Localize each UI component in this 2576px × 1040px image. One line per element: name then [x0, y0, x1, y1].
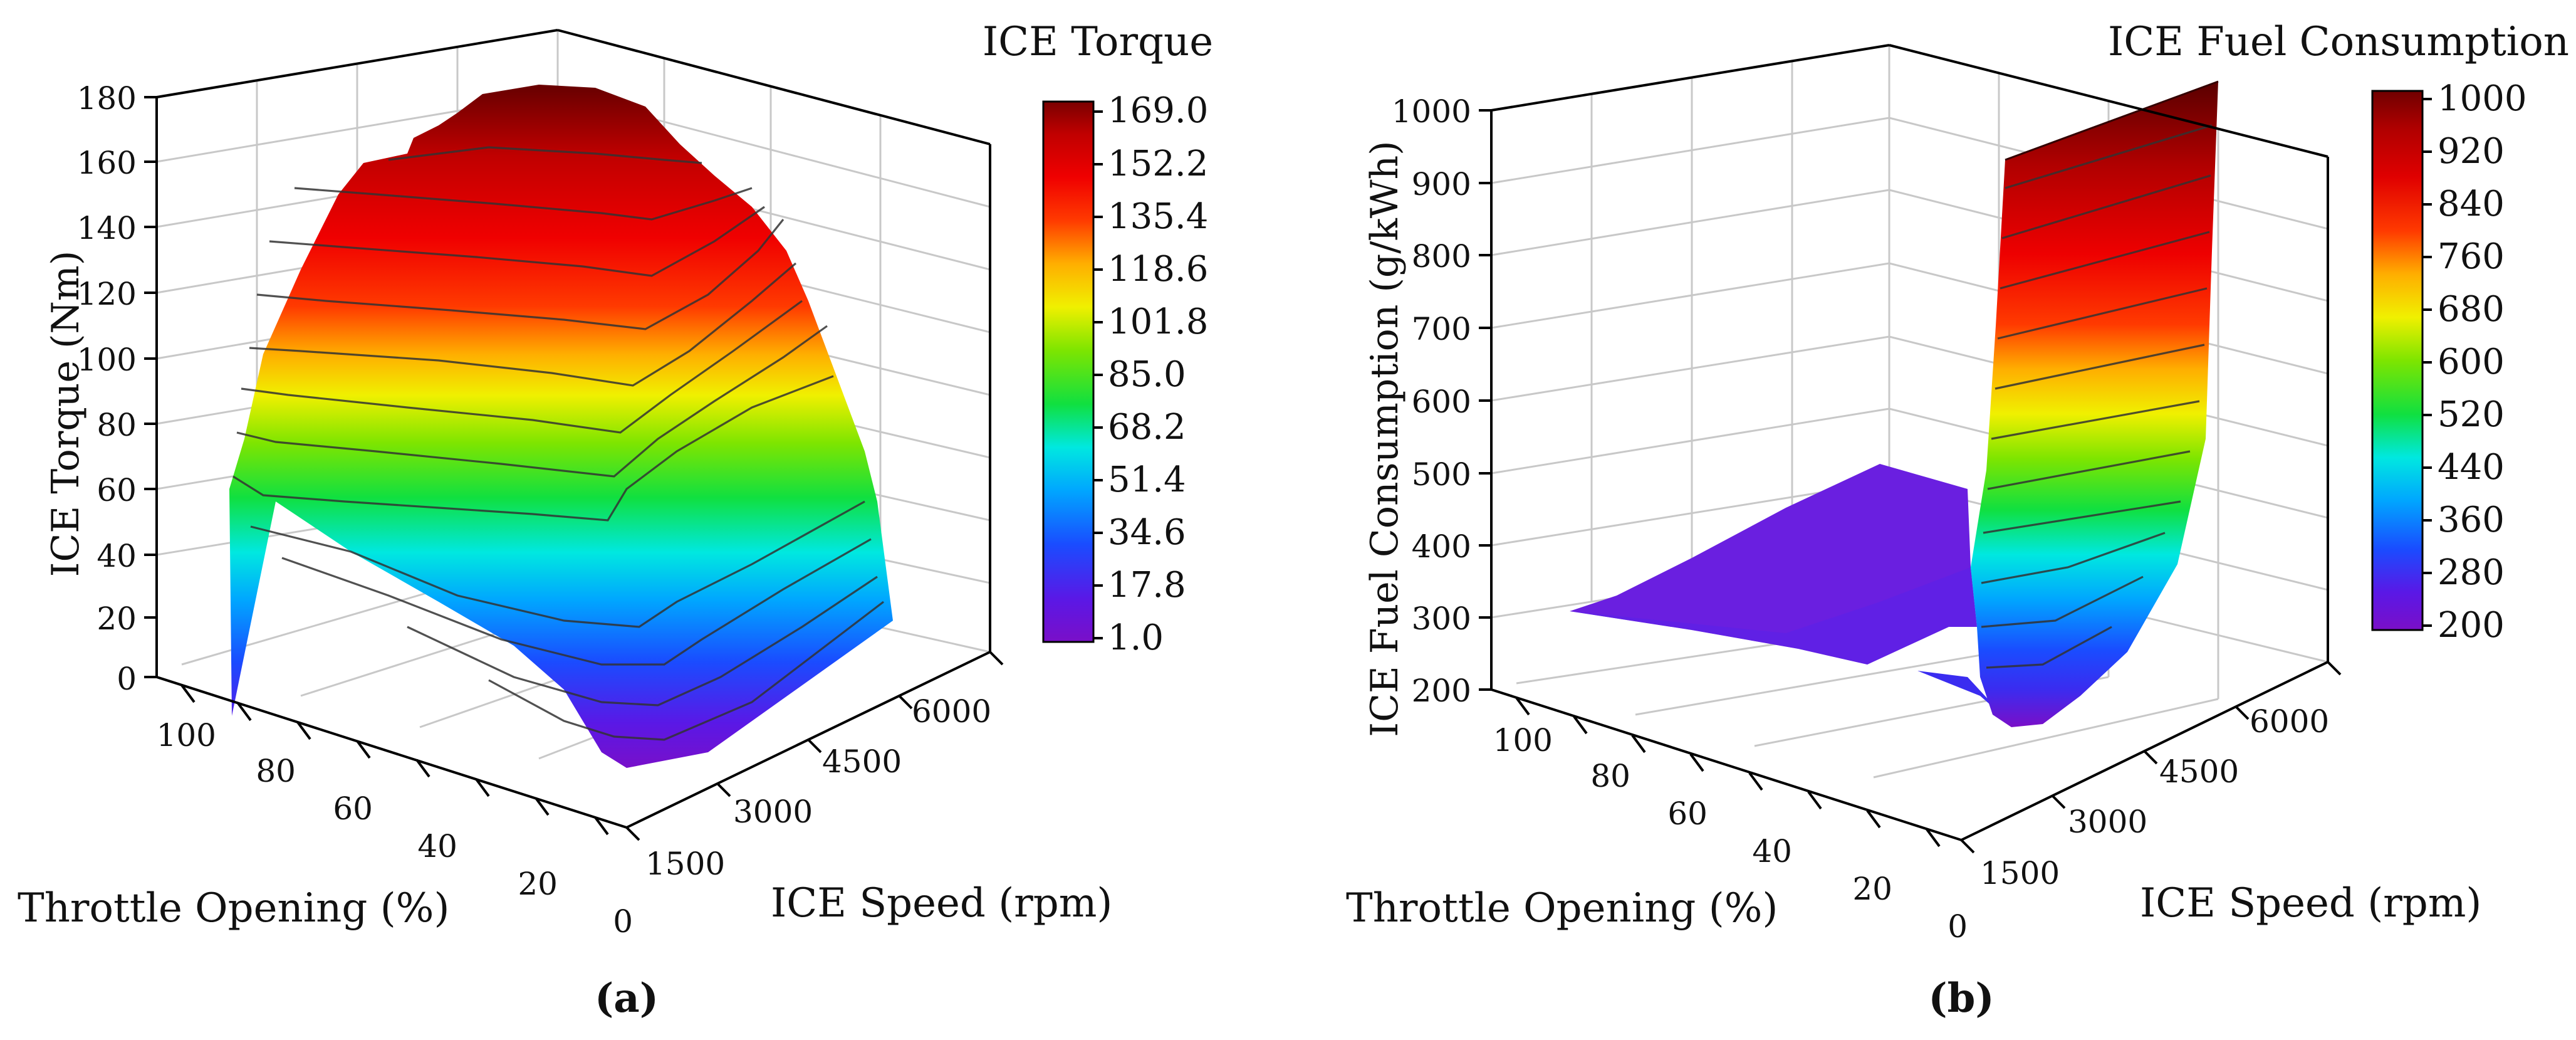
- surface-a: [229, 85, 893, 768]
- colorbar-label: 440: [2438, 447, 2505, 488]
- z-tick-label: 140: [77, 210, 137, 246]
- x-tick-label: 0: [613, 903, 633, 940]
- y-tick-label: 6000: [2250, 703, 2329, 740]
- x-tick-label: 0: [1948, 908, 1968, 945]
- z-ticks-a: 0 20 40 60 80 100 120 140 160 180: [77, 80, 157, 697]
- colorbar-b: ICE Fuel Consumption 1000 920 840 760 68…: [2108, 19, 2569, 646]
- panel-label: (b): [1928, 975, 1994, 1022]
- z-tick-label: 180: [77, 80, 137, 117]
- x-ticks-a: 100 80 60 40 20 0: [157, 684, 633, 940]
- chart-title: ICE Torque: [983, 19, 1213, 65]
- colorbar-label: 51.4: [1108, 460, 1186, 500]
- z-axis-title: ICE Fuel Consumption (g/kWh): [1363, 140, 1407, 737]
- z-tick-label: 80: [96, 407, 137, 443]
- x-axis-title: Throttle Opening (%): [18, 885, 449, 932]
- z-tick-label: 600: [1412, 384, 1471, 420]
- x-tick-label: 60: [1667, 796, 1708, 832]
- x-axis-title: Throttle Opening (%): [1346, 885, 1778, 932]
- x-tick-label: 100: [157, 717, 216, 754]
- colorbar-label: 840: [2438, 184, 2505, 224]
- colorbar-label: 200: [2438, 605, 2505, 646]
- z-tick-label: 500: [1412, 456, 1471, 493]
- z-tick-label: 700: [1412, 311, 1471, 347]
- colorbar-label: 680: [2438, 289, 2505, 330]
- colorbar: [1042, 100, 1095, 643]
- z-tick-label: 800: [1412, 238, 1471, 275]
- colorbar-label: 1000: [2438, 78, 2527, 119]
- colorbar-label: 101.8: [1108, 302, 1208, 342]
- z-tick-label: 400: [1412, 528, 1471, 565]
- colorbar-label: 280: [2438, 552, 2505, 593]
- x-tick-label: 60: [333, 791, 373, 827]
- y-tick-label: 3000: [2068, 804, 2147, 840]
- colorbar: [2371, 90, 2424, 631]
- z-tick-label: 0: [117, 661, 137, 697]
- colorbar-label: 118.6: [1108, 249, 1208, 290]
- colorbar-label: 17.8: [1108, 565, 1186, 606]
- colorbar-label: 135.4: [1108, 196, 1208, 237]
- chart-title: ICE Fuel Consumption: [2108, 19, 2569, 65]
- z-tick-label: 200: [1412, 673, 1471, 709]
- x-tick-label: 80: [1590, 758, 1630, 794]
- colorbar-label: 34.6: [1108, 512, 1186, 553]
- z-ticks-b: 200 300 400 500 600 700 800 900 1000: [1392, 93, 1491, 709]
- z-axis-title: ICE Torque (Nm): [44, 251, 88, 577]
- colorbar-label: 760: [2438, 236, 2505, 277]
- y-ticks-a: 1500 3000 4500 6000: [625, 651, 1004, 882]
- z-tick-label: 160: [77, 145, 137, 181]
- y-axis-title: ICE Speed (rpm): [2140, 880, 2481, 927]
- z-tick-label: 300: [1412, 601, 1471, 637]
- y-tick-label: 1500: [1980, 855, 2060, 891]
- x-tick-label: 20: [518, 866, 558, 902]
- colorbar-label: 169.0: [1108, 90, 1208, 131]
- z-tick-label: 40: [96, 538, 137, 574]
- x-tick-label: 80: [256, 753, 296, 789]
- y-tick-label: 6000: [912, 693, 991, 730]
- panel-b: 200 300 400 500 600 700 800 900 1000 100…: [1346, 19, 2569, 1022]
- panel-label: (a): [595, 975, 659, 1022]
- y-tick-label: 3000: [733, 794, 813, 830]
- y-ticks-b: 1500 3000 4500 6000: [1960, 661, 2342, 891]
- x-tick-label: 20: [1852, 871, 1892, 907]
- surface-b: [1570, 80, 2219, 727]
- colorbar-label: 85.0: [1108, 354, 1186, 395]
- y-tick-label: 4500: [2159, 754, 2239, 790]
- z-tick-label: 20: [96, 601, 137, 637]
- colorbar-label: 360: [2438, 500, 2505, 540]
- y-axis-title: ICE Speed (rpm): [771, 880, 1112, 927]
- panel-a: 0 20 40 60 80 100 120 140 160 180 100 80…: [18, 19, 1213, 1022]
- colorbar-label: 68.2: [1108, 407, 1186, 448]
- colorbar-label: 600: [2438, 342, 2505, 382]
- y-tick-label: 4500: [822, 743, 902, 780]
- z-tick-label: 900: [1412, 166, 1471, 202]
- colorbar-label: 520: [2438, 394, 2505, 435]
- colorbar-a: ICE Torque 169.0 152.2 135.4 118.6 101.8…: [983, 19, 1213, 658]
- z-tick-label: 1000: [1392, 93, 1471, 130]
- z-tick-label: 120: [77, 276, 137, 312]
- colorbar-label: 152.2: [1108, 144, 1208, 184]
- x-tick-label: 40: [417, 828, 457, 864]
- x-tick-label: 40: [1752, 833, 1792, 869]
- z-tick-label: 100: [77, 342, 137, 378]
- x-ticks-b: 100 80 60 40 20 0: [1493, 696, 1968, 945]
- x-tick-label: 100: [1493, 722, 1553, 759]
- colorbar-label: 1.0: [1108, 617, 1164, 658]
- y-tick-label: 1500: [645, 846, 725, 882]
- colorbar-label: 920: [2438, 131, 2505, 172]
- z-tick-label: 60: [96, 472, 137, 508]
